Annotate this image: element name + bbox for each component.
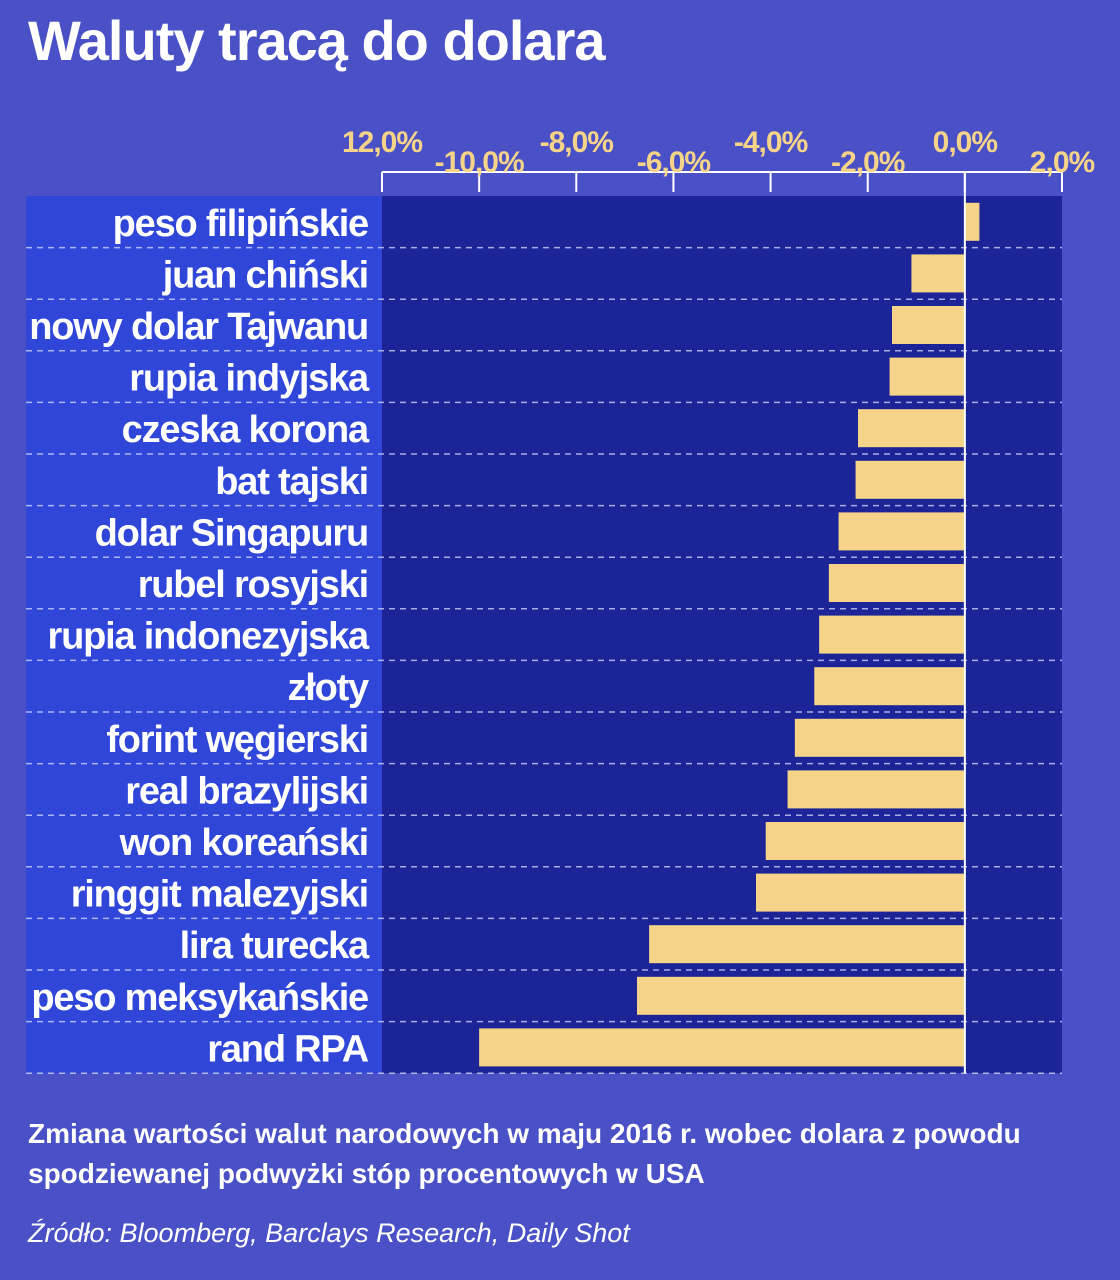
category-label: rubel rosyjski xyxy=(138,564,368,606)
x-tick-label: -2,0% xyxy=(831,146,905,179)
x-tick-label: -10,0% xyxy=(435,146,524,179)
x-tick-label: 0,0% xyxy=(933,126,998,159)
bar xyxy=(838,512,965,551)
category-label: peso filipińskie xyxy=(113,203,368,245)
category-label: czeska korona xyxy=(122,409,370,451)
bar xyxy=(889,357,965,396)
category-label: won koreański xyxy=(119,822,368,864)
category-label: rand RPA xyxy=(207,1028,368,1070)
x-tick-label: -6,0% xyxy=(637,146,711,179)
bar xyxy=(911,254,965,293)
category-label: złoty xyxy=(287,667,369,709)
bar xyxy=(855,460,965,499)
source-note: Źródło: Bloomberg, Barclays Research, Da… xyxy=(28,1218,630,1248)
bar xyxy=(787,770,965,809)
x-tick-label: -4,0% xyxy=(734,126,808,159)
category-label: juan chiński xyxy=(162,254,368,296)
bar xyxy=(964,202,980,241)
category-label: rupia indyjska xyxy=(129,358,370,400)
x-tick-label: -8,0% xyxy=(540,126,614,159)
category-label: ringgit malezyjski xyxy=(71,874,368,916)
category-label: dolar Singapuru xyxy=(95,512,368,554)
bar xyxy=(637,976,965,1015)
category-label: forint węgierski xyxy=(106,719,368,761)
category-label: peso meksykańskie xyxy=(31,977,368,1019)
bar xyxy=(814,667,965,706)
category-label: lira turecka xyxy=(180,925,370,967)
x-tick-label: 12,0% xyxy=(342,126,422,159)
bar xyxy=(756,873,965,912)
x-tick-label: 2,0% xyxy=(1030,146,1095,179)
label-panel xyxy=(26,196,382,1074)
bar xyxy=(819,615,965,654)
bar xyxy=(649,925,965,964)
bar xyxy=(479,1028,965,1067)
chart-title: Waluty tracą do dolara xyxy=(28,9,605,72)
bar xyxy=(892,306,965,344)
category-label: bat tajski xyxy=(215,461,368,503)
bar xyxy=(828,564,965,602)
bar xyxy=(765,822,965,860)
bar xyxy=(858,409,965,448)
category-label: rupia indonezyjska xyxy=(48,616,371,658)
category-label: real brazylijski xyxy=(125,770,368,812)
bar xyxy=(794,718,965,757)
chart-caption: Zmiana wartości walut narodowych w maju … xyxy=(28,1118,1021,1189)
category-label: nowy dolar Tajwanu xyxy=(29,306,368,348)
bar-chart: peso filipińskie juan chiński nowy dolar T… xyxy=(26,126,1096,1074)
